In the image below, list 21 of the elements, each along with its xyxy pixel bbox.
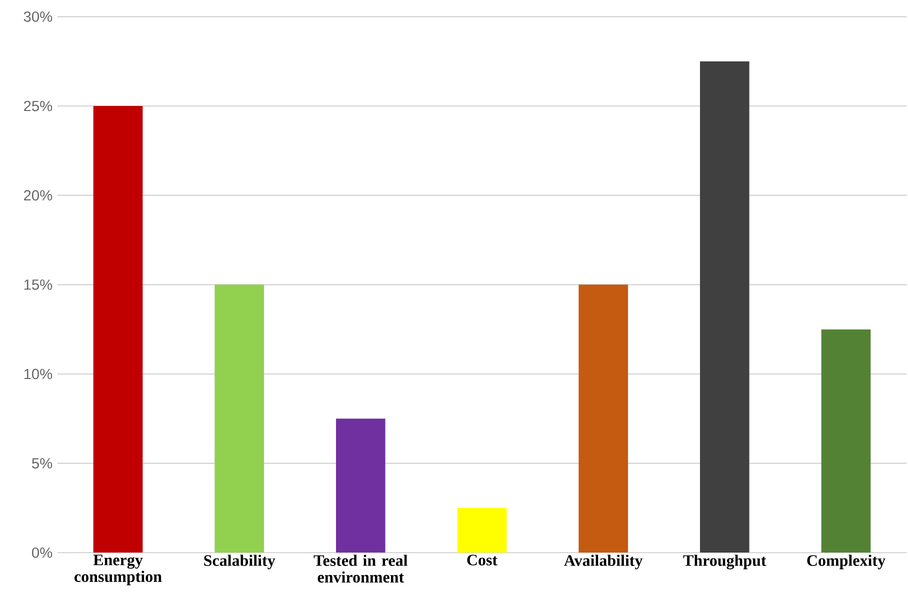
x-tick-label: Cost: [467, 554, 498, 566]
y-tick-label: 30%: [24, 11, 52, 22]
x-tick-label: Energy consumption: [74, 554, 162, 586]
bar: [700, 61, 750, 553]
bar: [214, 284, 264, 553]
y-tick-label: 15%: [24, 280, 52, 290]
bar: [336, 418, 386, 553]
y-tick-label: 10%: [24, 368, 52, 380]
x-tick-label: Tested in real environment: [314, 554, 408, 583]
bar: [821, 329, 871, 553]
x-tick-label: Scalability: [204, 554, 276, 570]
y-tick-label: 25%: [24, 100, 52, 112]
x-tick-label: Complexity: [807, 554, 886, 570]
x-tick-label: Throughput: [683, 554, 766, 570]
bar: [457, 508, 507, 553]
bar: [578, 284, 628, 553]
y-tick-label: 0%: [32, 547, 52, 558]
y-tick-label: 5%: [32, 458, 52, 468]
x-tick-label: Availability: [564, 554, 643, 570]
bar: [93, 106, 143, 553]
y-tick-label: 20%: [24, 190, 52, 201]
